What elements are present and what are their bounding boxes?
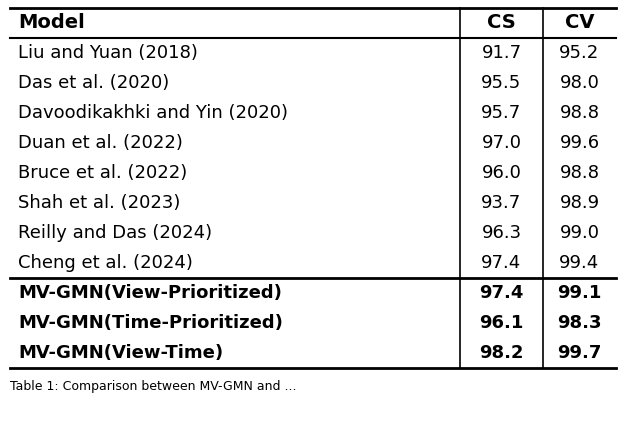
Text: 99.0: 99.0 [560, 224, 600, 242]
Text: 97.4: 97.4 [481, 254, 521, 272]
Text: 97.4: 97.4 [480, 284, 524, 302]
Text: 99.1: 99.1 [557, 284, 602, 302]
Text: MV-GMN(Time-Prioritized): MV-GMN(Time-Prioritized) [18, 314, 283, 332]
Text: Shah et al. (2023): Shah et al. (2023) [18, 194, 180, 212]
Text: Table 1: Comparison between MV-GMN and ...: Table 1: Comparison between MV-GMN and .… [10, 380, 297, 393]
Text: CS: CS [487, 13, 516, 32]
Text: Bruce et al. (2022): Bruce et al. (2022) [18, 164, 187, 182]
Text: Cheng et al. (2024): Cheng et al. (2024) [18, 254, 193, 272]
Text: 95.5: 95.5 [481, 74, 521, 92]
Text: 95.7: 95.7 [481, 104, 521, 122]
Text: 99.4: 99.4 [560, 254, 600, 272]
Text: Model: Model [18, 13, 85, 32]
Text: 98.8: 98.8 [560, 104, 600, 122]
Text: 98.0: 98.0 [560, 74, 600, 92]
Text: 99.7: 99.7 [557, 344, 602, 362]
Text: 98.2: 98.2 [480, 344, 524, 362]
Text: CV: CV [565, 13, 594, 32]
Text: Davoodikakhki and Yin (2020): Davoodikakhki and Yin (2020) [18, 104, 288, 122]
Text: Duan et al. (2022): Duan et al. (2022) [18, 134, 183, 152]
Text: 98.9: 98.9 [560, 194, 600, 212]
Text: 96.0: 96.0 [481, 164, 521, 182]
Text: Liu and Yuan (2018): Liu and Yuan (2018) [18, 44, 198, 62]
Text: 98.3: 98.3 [557, 314, 602, 332]
Text: Reilly and Das (2024): Reilly and Das (2024) [18, 224, 212, 242]
Text: 97.0: 97.0 [481, 134, 521, 152]
Text: 91.7: 91.7 [481, 44, 521, 62]
Text: 98.8: 98.8 [560, 164, 600, 182]
Text: 99.6: 99.6 [560, 134, 600, 152]
Text: Das et al. (2020): Das et al. (2020) [18, 74, 169, 92]
Text: 96.1: 96.1 [480, 314, 524, 332]
Text: MV-GMN(View-Prioritized): MV-GMN(View-Prioritized) [18, 284, 282, 302]
Text: 93.7: 93.7 [481, 194, 521, 212]
Text: MV-GMN(View-Time): MV-GMN(View-Time) [18, 344, 223, 362]
Text: 96.3: 96.3 [481, 224, 521, 242]
Text: 95.2: 95.2 [560, 44, 600, 62]
